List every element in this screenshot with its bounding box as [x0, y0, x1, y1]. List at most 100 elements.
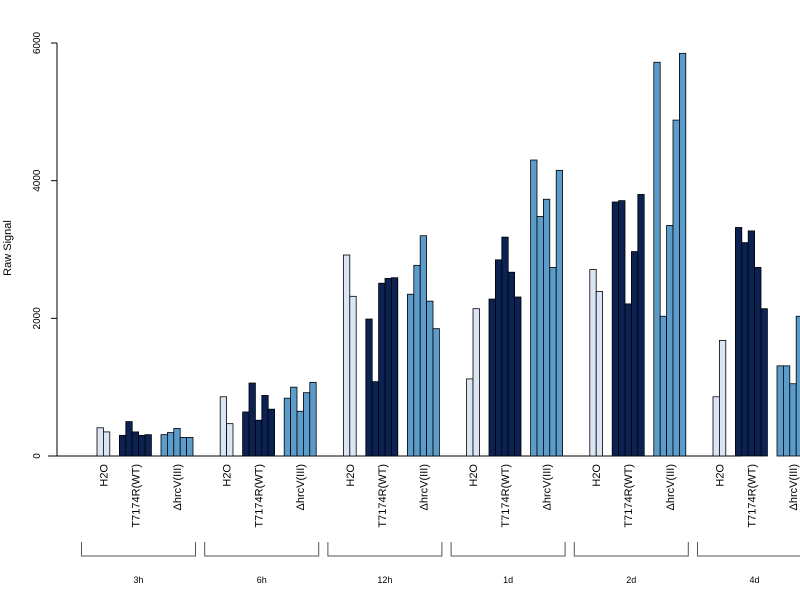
bar	[290, 386, 298, 457]
bars-layer	[96, 52, 800, 457]
bar	[618, 200, 626, 457]
bar	[631, 251, 639, 457]
condition-label: H2O	[222, 464, 234, 487]
condition-label: T7174R(WT)	[130, 464, 142, 528]
bar	[432, 328, 440, 457]
bar	[754, 266, 762, 457]
condition-label: ΔhrcV(III)	[295, 464, 307, 510]
y-tick-label: 0	[32, 453, 43, 459]
timepoint-label: 12h	[377, 575, 392, 585]
bar	[776, 365, 784, 457]
bar	[283, 397, 292, 457]
bar	[514, 296, 522, 457]
bar	[741, 242, 749, 457]
bar	[166, 432, 175, 457]
bar	[760, 308, 768, 457]
bar	[242, 411, 250, 457]
bar	[371, 381, 380, 457]
condition-label: T7174R(WT)	[377, 464, 389, 528]
bar	[507, 271, 516, 457]
bar	[384, 278, 392, 457]
condition-label: ΔhrcV(III)	[665, 464, 677, 510]
y-axis-title: Raw Signal	[2, 220, 14, 276]
timepoint-bracket	[204, 542, 320, 557]
bar	[672, 119, 680, 457]
condition-labels-layer: H2O T7174R(WT) ΔhrcV(III) H2O T7174R(WT) Δhrc…	[98, 464, 800, 528]
timepoint-bracket	[327, 542, 443, 557]
bar	[488, 298, 496, 457]
bar	[131, 431, 139, 457]
timepoint-brackets-layer: 3h6h12h1d2d4d6d	[81, 542, 800, 585]
condition-label: ΔhrcV(III)	[418, 464, 430, 510]
bar	[226, 423, 234, 457]
timepoint-label: 4d	[749, 575, 759, 585]
bar	[413, 264, 421, 457]
bar	[160, 434, 168, 457]
condition-label: H2O	[98, 464, 110, 487]
bar	[536, 216, 544, 457]
bar	[365, 318, 373, 457]
condition-label: T7174R(WT)	[254, 464, 266, 528]
bar	[555, 169, 564, 457]
y-tick-label: 2000	[32, 307, 43, 330]
bar	[254, 419, 263, 457]
bar	[679, 52, 687, 457]
condition-label: T7174R(WT)	[500, 464, 512, 528]
bar	[549, 266, 557, 457]
bar	[789, 383, 797, 457]
condition-label: ΔhrcV(III)	[788, 464, 800, 510]
bar	[186, 437, 194, 457]
bar	[390, 277, 399, 457]
bar	[96, 427, 104, 457]
bar	[466, 378, 474, 457]
condition-label: H2O	[714, 464, 726, 487]
condition-label: T7174R(WT)	[746, 464, 758, 528]
timepoint-bracket	[450, 542, 566, 557]
timepoint-label: 1d	[503, 575, 513, 585]
bar	[426, 300, 434, 457]
timepoint-label: 6h	[257, 575, 267, 585]
condition-label: H2O	[345, 464, 357, 487]
bar	[637, 194, 645, 457]
bar	[735, 227, 743, 457]
bar	[125, 421, 133, 457]
timepoint-bracket	[573, 542, 689, 557]
bar	[179, 437, 187, 457]
bar	[309, 381, 317, 457]
bar	[624, 303, 632, 457]
bar	[589, 269, 597, 457]
bar	[261, 395, 269, 457]
condition-label: H2O	[468, 464, 480, 487]
y-tick-label: 4000	[32, 169, 43, 192]
timepoint-bracket	[697, 542, 800, 557]
bar	[144, 434, 152, 457]
condition-label: T7174R(WT)	[623, 464, 635, 528]
condition-label: ΔhrcV(III)	[172, 464, 184, 510]
bar	[595, 291, 604, 457]
bar	[666, 225, 674, 457]
bar	[795, 315, 800, 457]
bar	[419, 235, 428, 457]
bar	[267, 408, 276, 457]
bar	[501, 236, 509, 457]
condition-label: H2O	[591, 464, 603, 487]
bar	[378, 282, 386, 457]
bar	[119, 434, 127, 457]
timepoint-bracket	[81, 542, 196, 557]
y-axis: 0 2000 4000 6000	[32, 31, 58, 459]
timepoint-label: 2d	[626, 575, 636, 585]
bar	[342, 254, 351, 457]
bar	[173, 428, 181, 457]
bar	[138, 434, 146, 457]
bar	[659, 315, 668, 457]
bar	[783, 365, 791, 457]
condition-label: ΔhrcV(III)	[542, 464, 554, 510]
bar	[248, 382, 256, 457]
bar	[611, 201, 620, 457]
bar	[406, 293, 415, 457]
timepoint-label: 3h	[133, 575, 143, 585]
y-tick-label: 6000	[32, 31, 43, 54]
bar	[719, 339, 727, 457]
bar	[296, 410, 304, 457]
